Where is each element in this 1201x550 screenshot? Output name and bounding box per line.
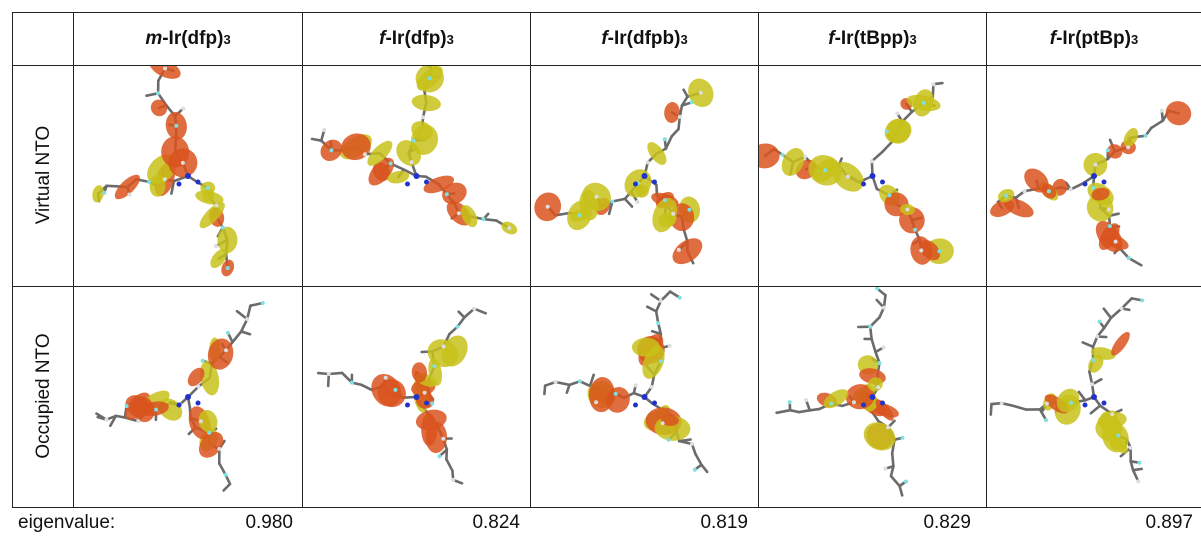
occupied-nto-image-4 xyxy=(759,287,986,507)
eigenvalue-1: 0.980 xyxy=(245,512,293,533)
molecule-render xyxy=(95,301,265,492)
virtual-nto-image-1 xyxy=(74,66,302,286)
occupied-nto-image-3 xyxy=(531,287,758,507)
column-header-1: m -Ir(dfp) 3 xyxy=(145,28,231,49)
molecule-render xyxy=(543,290,709,474)
grid-col2 xyxy=(302,12,303,507)
eigenvalue-3: 0.819 xyxy=(700,512,748,533)
virtual-nto-image-2 xyxy=(303,66,530,286)
grid-col1 xyxy=(73,12,74,507)
virtual-nto-image-5 xyxy=(987,66,1201,286)
column-header-4: f -Ir(tBpp) 3 xyxy=(828,28,917,49)
grid-header-bottom xyxy=(12,65,1201,66)
molecule-render xyxy=(759,81,954,265)
grid-top xyxy=(12,12,1201,13)
eigenvalue-2: 0.824 xyxy=(472,512,520,533)
eigenvalue-label: eigenvalue: xyxy=(18,512,116,533)
grid-row1-bottom xyxy=(12,286,1201,287)
occupied-nto-image-1 xyxy=(74,287,302,507)
virtual-nto-image-3 xyxy=(531,66,758,286)
grid-col3 xyxy=(530,12,531,507)
row-label-virtual: Virtual NTO xyxy=(33,125,54,225)
grid-col5 xyxy=(986,12,987,507)
column-header-5: f -Ir(ptBp) 3 xyxy=(1049,28,1139,49)
molecule-render xyxy=(316,306,487,485)
column-header-3: f -Ir(dfpb) 3 xyxy=(601,28,688,49)
grid-col4 xyxy=(758,12,759,507)
molecule-render xyxy=(989,297,1145,484)
eigenvalue-5: 0.897 xyxy=(1145,512,1193,533)
row-label-occupied: Occupied NTO xyxy=(33,333,54,459)
molecule-render xyxy=(92,66,238,277)
molecule-render xyxy=(990,101,1192,267)
grid-row2-bottom xyxy=(12,507,1201,508)
occupied-nto-image-5 xyxy=(987,287,1201,507)
grid-left xyxy=(12,12,13,507)
molecule-render xyxy=(310,66,518,235)
virtual-nto-image-4 xyxy=(759,66,986,286)
molecule-render xyxy=(534,78,714,265)
column-header-2: f -Ir(dfp) 3 xyxy=(379,28,454,49)
molecule-render xyxy=(775,287,908,497)
occupied-nto-image-2 xyxy=(303,287,530,507)
eigenvalue-4: 0.829 xyxy=(923,512,971,533)
